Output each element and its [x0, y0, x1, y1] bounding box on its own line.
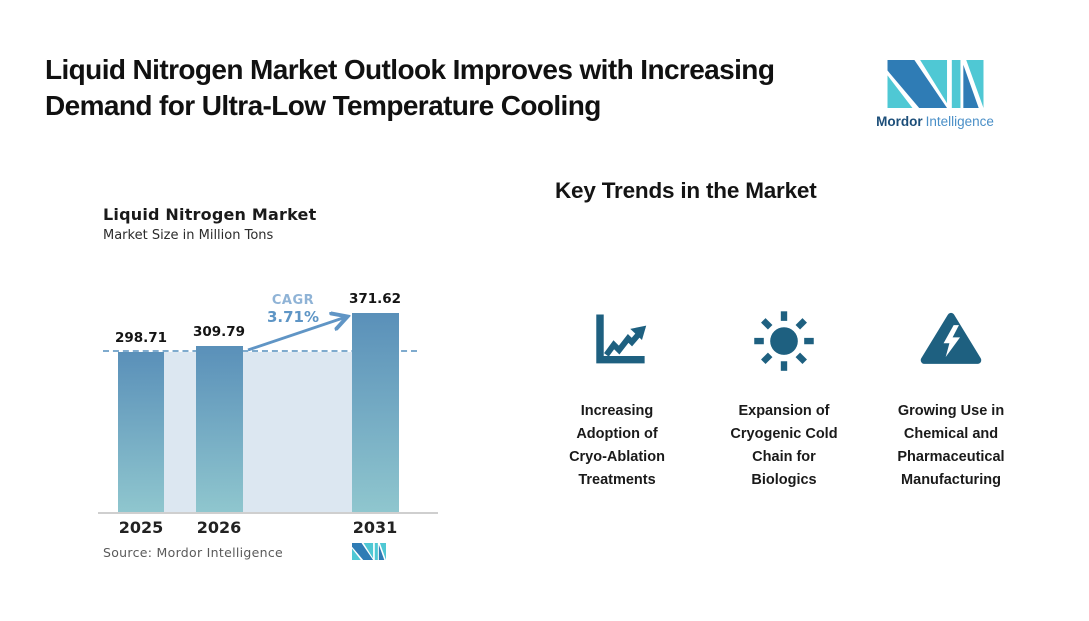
cagr-arrow-icon: [247, 308, 358, 352]
source-text: Source: Mordor Intelligence: [103, 545, 283, 560]
warning-lightning-icon: [920, 312, 982, 364]
trend-up-chart-icon: [596, 314, 647, 364]
bar-2026: [196, 346, 243, 512]
source-prefix: Source:: [103, 545, 153, 560]
bar-value-2025: 298.71: [114, 330, 168, 346]
x-tick-2031: 2031: [352, 518, 398, 537]
x-tick-2026: 2026: [196, 518, 242, 537]
source-logo-icon: [352, 543, 386, 560]
bar-value-2026: 309.79: [192, 324, 246, 341]
bar-2031: [352, 312, 399, 512]
bar-chart: 298.71 309.79 371.62 2025 2026 2031 CAGR…: [98, 280, 440, 560]
page-title-line-2: Demand for Ultra-Low Temperature Cooling: [45, 90, 601, 121]
chart-baseline: [98, 512, 438, 514]
source-name: Mordor Intelligence: [156, 545, 284, 560]
trend-caption: Increasing Adoption of Cryo-Ablation Tre…: [569, 403, 665, 488]
chart-reference-dashed-line: [103, 350, 417, 352]
cagr-annotation: CAGR 3.71%: [257, 292, 329, 326]
page-title-line-1: Liquid Nitrogen Market Outlook Improves …: [45, 54, 775, 85]
trend-caption: Expansion of Cryogenic Cold Chain for Bi…: [730, 403, 838, 488]
mordor-intelligence-logo-icon: [887, 60, 983, 108]
trend-caption: Growing Use in Chemical and Pharmaceutic…: [897, 403, 1005, 488]
bar-2025: [118, 352, 164, 512]
cagr-value: 3.71%: [266, 308, 320, 326]
brand-logo: Mordor Intelligence: [870, 60, 1000, 129]
page-title: Liquid Nitrogen Market Outlook Improves …: [45, 52, 775, 124]
brand-name-mordor: Mordor: [876, 114, 923, 129]
cagr-label: CAGR: [271, 293, 315, 308]
trend-item-cryo-ablation: Increasing Adoption of Cryo-Ablation Tre…: [531, 306, 703, 492]
bar-value-2031: 371.62: [348, 290, 402, 307]
chart-title: Liquid Nitrogen Market: [103, 205, 317, 224]
trends-heading: Key Trends in the Market: [555, 178, 817, 203]
brand-name: Mordor Intelligence: [870, 114, 1000, 129]
trend-item-cold-chain: Expansion of Cryogenic Cold Chain for Bi…: [698, 306, 870, 492]
chart-subtitle: Market Size in Million Tons: [103, 228, 274, 243]
brand-name-intelligence: Intelligence: [925, 114, 994, 129]
x-tick-2025: 2025: [118, 518, 164, 537]
trend-item-manufacturing: Growing Use in Chemical and Pharmaceutic…: [865, 306, 1037, 492]
sun-icon: [754, 311, 814, 371]
